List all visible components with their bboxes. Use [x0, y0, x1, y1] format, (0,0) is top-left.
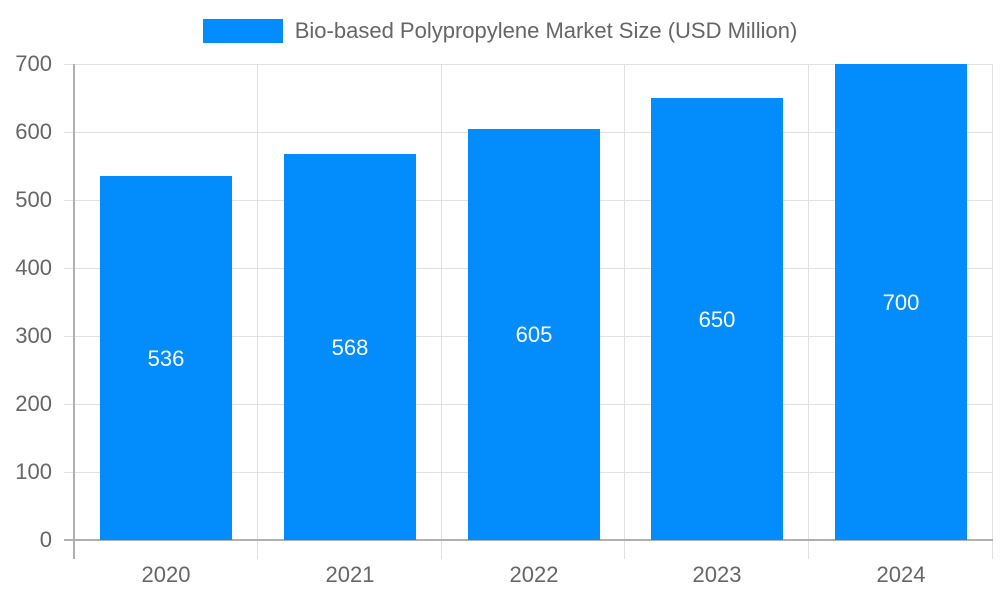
gridline-horizontal [64, 64, 993, 65]
bar-2020[interactable] [100, 176, 232, 540]
gridline-vertical [992, 64, 993, 559]
y-tick-label: 0 [39, 527, 52, 552]
x-tick-label: 2020 [141, 562, 191, 587]
legend-swatch [202, 19, 283, 43]
y-tick-label: 300 [15, 323, 52, 348]
gridline-vertical [441, 64, 442, 559]
x-tick-label: 2021 [325, 562, 375, 587]
gridline-vertical [624, 64, 625, 559]
bar-value-label: 536 [147, 346, 185, 371]
gridline-vertical [257, 64, 258, 559]
bar-2023[interactable] [651, 98, 783, 540]
bar-2021[interactable] [284, 154, 416, 540]
y-tick-label: 700 [15, 51, 52, 76]
bar-value-label: 568 [331, 335, 369, 360]
y-tick-label: 400 [15, 255, 52, 280]
x-tick-label: 2022 [509, 562, 559, 587]
bar-2024[interactable] [835, 64, 967, 540]
legend[interactable]: Bio-based Polypropylene Market Size (USD… [0, 18, 1000, 44]
bar-2022[interactable] [468, 129, 600, 540]
x-tick-label: 2024 [876, 562, 926, 587]
bar-value-label: 650 [698, 307, 736, 332]
bar-value-label: 700 [882, 290, 920, 315]
x-tick-label: 2023 [692, 562, 742, 587]
y-axis [73, 64, 75, 559]
gridline-vertical [808, 64, 809, 559]
legend-label: Bio-based Polypropylene Market Size (USD… [294, 18, 798, 43]
x-axis [64, 539, 993, 541]
bar-value-label: 605 [515, 322, 553, 347]
y-tick-label: 200 [15, 391, 52, 416]
y-tick-label: 500 [15, 187, 52, 212]
y-tick-label: 600 [15, 119, 52, 144]
y-tick-label: 100 [15, 459, 52, 484]
